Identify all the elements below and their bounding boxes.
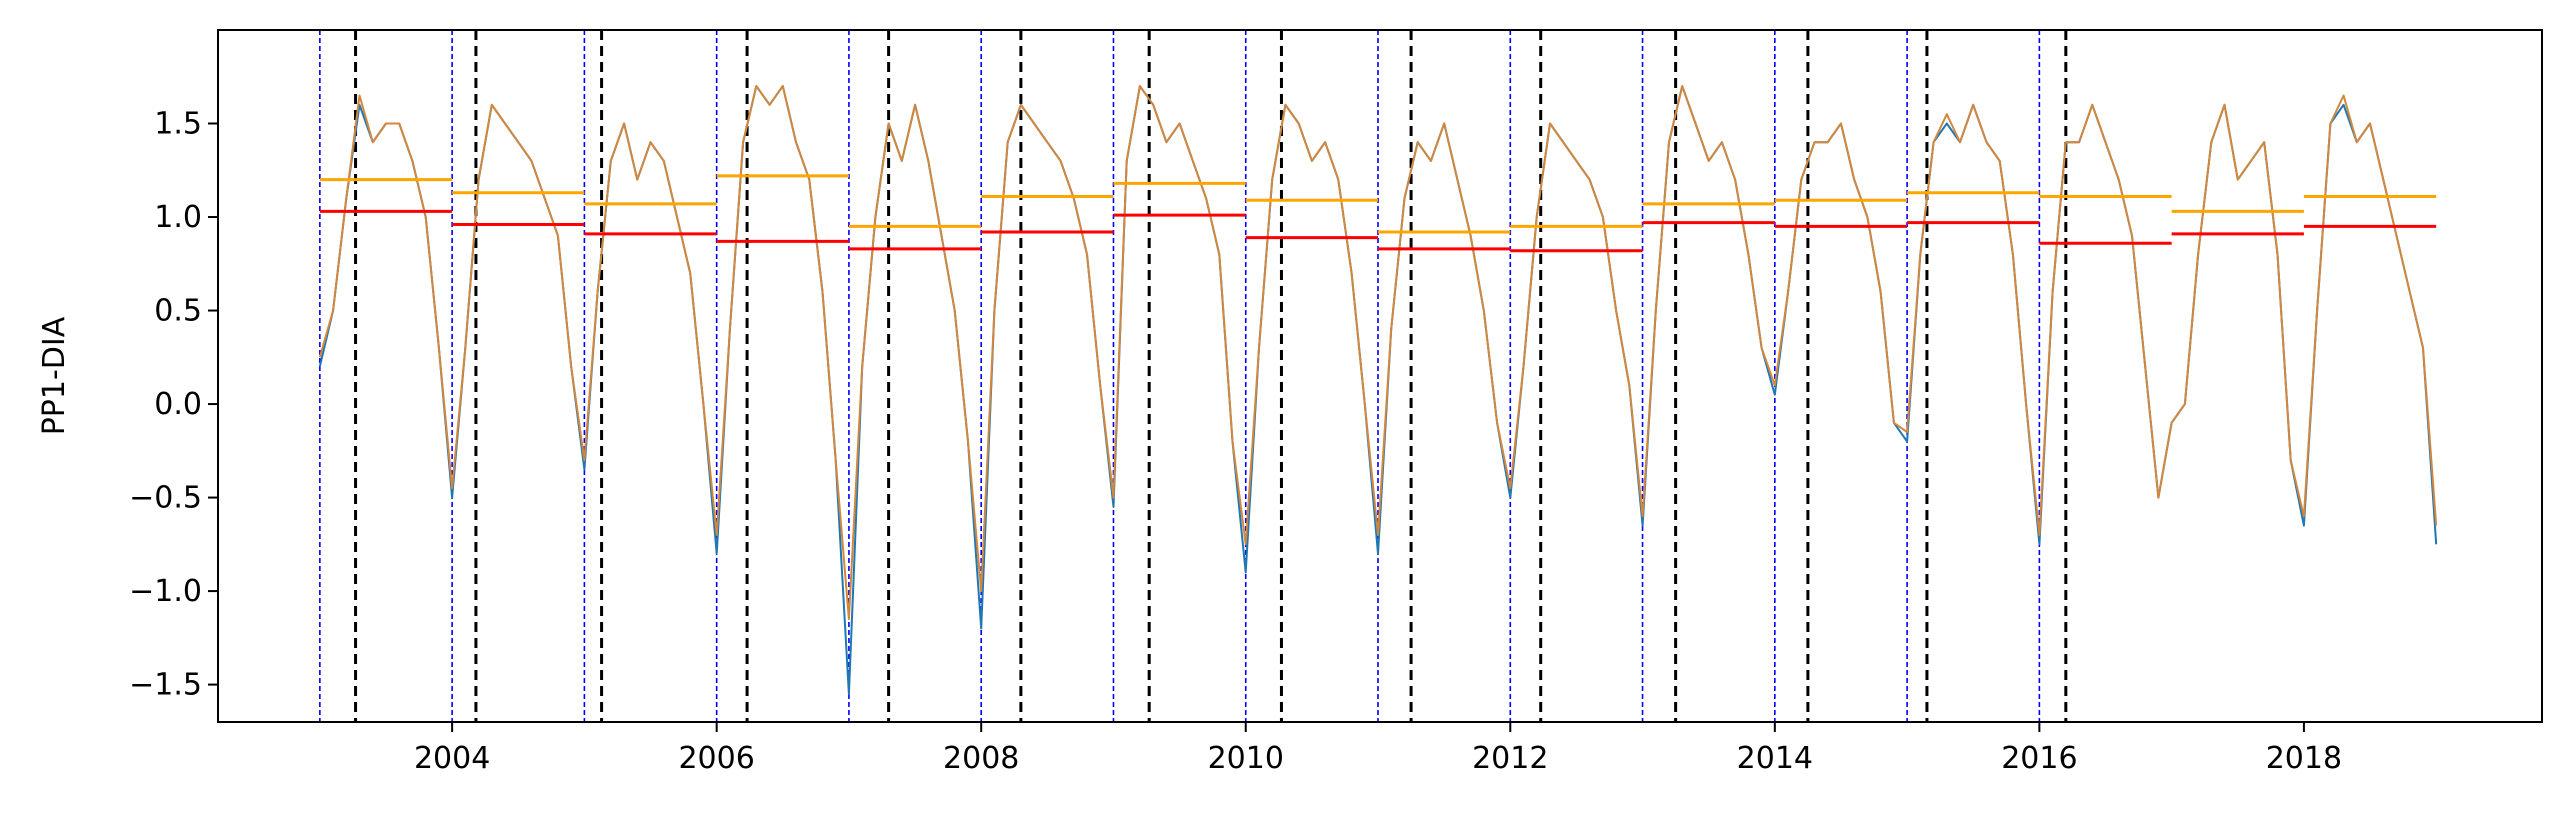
- y-axis-label: PP1-DIA: [37, 316, 72, 435]
- y-tick-label: −1.5: [129, 668, 202, 703]
- x-tick-label: 2004: [414, 741, 490, 776]
- series-line: [318, 85, 2438, 621]
- x-tick-label: 2010: [1208, 741, 1284, 776]
- axes-frame: [217, 29, 2543, 723]
- y-tick-label: 0.0: [154, 387, 202, 422]
- x-tick-label: 2006: [678, 741, 754, 776]
- x-tick-label: 2008: [943, 741, 1019, 776]
- x-tick-label: 2014: [1737, 741, 1813, 776]
- x-tick-label: 2016: [2001, 741, 2077, 776]
- y-tick-label: 1.0: [154, 200, 202, 235]
- y-tick-label: 1.5: [154, 107, 202, 142]
- y-tick-label: −0.5: [129, 481, 202, 516]
- y-tick-label: −1.0: [129, 574, 202, 609]
- x-tick-label: 2018: [2266, 741, 2342, 776]
- x-tick-label: 2012: [1472, 741, 1548, 776]
- y-tick-label: 0.5: [154, 294, 202, 329]
